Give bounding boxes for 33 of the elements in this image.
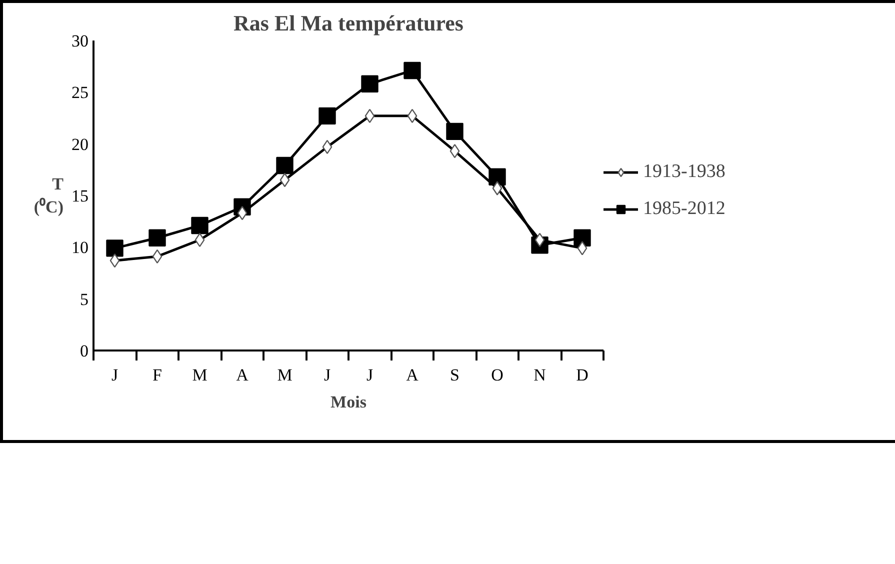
point [318, 107, 336, 125]
y-tick-label: 30 [72, 32, 88, 50]
point [191, 216, 208, 234]
x-tick-label: O [491, 366, 504, 384]
x-tick-label: A [406, 366, 420, 384]
y-tick-label: 5 [80, 290, 88, 309]
x-tick-label: A [236, 366, 250, 384]
x-tick-label: J [111, 366, 118, 384]
x-tick-label: N [534, 366, 546, 384]
x-tick-label: M [277, 366, 292, 384]
x-tick-label: J [324, 366, 331, 384]
x-tick-label: D [576, 366, 588, 384]
legend-label: 1913-1938 [643, 161, 726, 183]
x-tick-label: F [152, 366, 162, 384]
legend-label: 1985-2012 [643, 198, 726, 220]
point [404, 62, 421, 80]
x-tick-label: S [450, 366, 460, 384]
y-tick-label: 10 [72, 238, 88, 258]
chart-title: Ras El Ma températures [234, 10, 464, 36]
y-tick-label: 25 [72, 83, 88, 102]
x-tick-label: J [366, 366, 374, 384]
point [276, 156, 294, 174]
y-tick-label: 0 [80, 342, 88, 360]
y-tick-label: 15 [72, 186, 88, 206]
point [574, 229, 591, 246]
point [361, 75, 378, 92]
x-tick-label: M [192, 366, 208, 384]
y-tick-label: 20 [72, 134, 88, 154]
point [106, 240, 124, 257]
y-axis-title: T (⁰C) [34, 174, 64, 216]
point [446, 122, 464, 140]
x-axis-title: Mois [330, 392, 367, 412]
point [148, 229, 166, 246]
